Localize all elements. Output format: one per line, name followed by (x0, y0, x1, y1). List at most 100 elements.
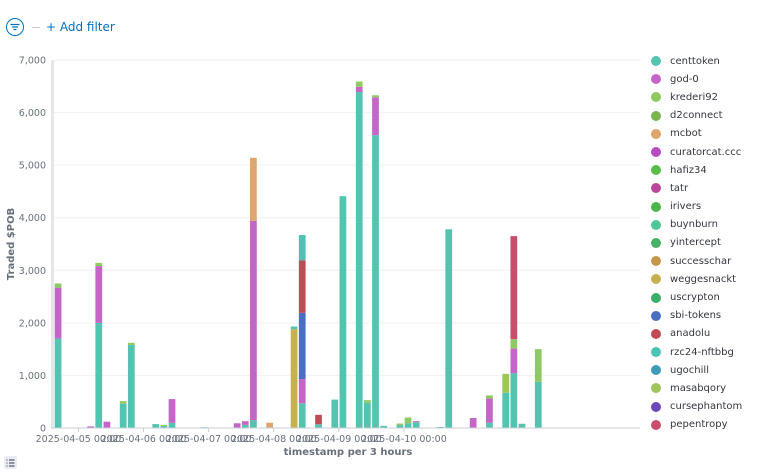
bar-segment-rzc24-nftbbg[interactable] (298, 235, 306, 261)
legend-item[interactable]: god-0 (651, 70, 742, 88)
bar-segment-centtoken[interactable] (363, 402, 371, 428)
legend-item[interactable]: rzc24-nftbbg (651, 343, 742, 361)
legend-label: d2connect (670, 110, 723, 122)
bar-segment-centtoken[interactable] (168, 422, 176, 428)
bar-segment-centtoken[interactable] (355, 92, 363, 428)
bar-segment-centtoken[interactable] (396, 425, 404, 428)
bar-segment-krederi92[interactable] (534, 349, 542, 382)
bar-segment-god-0[interactable] (168, 399, 176, 423)
bar-segment-krederi92[interactable] (95, 262, 103, 267)
bar-segment-god-0[interactable] (87, 426, 94, 428)
x-tick-label: 2025-04-07 00:00 (166, 434, 252, 445)
bar-segment-centtoken[interactable] (372, 135, 379, 428)
bar-segment-centtoken[interactable] (486, 422, 493, 428)
legend: centtoken god-0 krederi92 d2connect mcbot cur… (651, 52, 742, 434)
bar-segment-god-0[interactable] (486, 398, 493, 423)
bar-segment-krederi92[interactable] (396, 423, 404, 426)
legend-item[interactable]: sbi-tokens (651, 307, 742, 325)
bar-segment-krederi92[interactable] (486, 395, 493, 399)
bar-segment-krederi92[interactable] (355, 81, 363, 87)
legend-item[interactable]: hafiz34 (651, 161, 742, 179)
bars (54, 81, 542, 428)
filter-icon[interactable] (6, 18, 24, 36)
bar-segment-god-0[interactable] (241, 421, 249, 425)
bar-segment-centtoken[interactable] (534, 381, 542, 428)
bar-segment-centtoken[interactable] (331, 399, 339, 428)
y-tick-label: 5,000 (19, 161, 46, 172)
bar-segment-krederi92[interactable] (160, 424, 168, 426)
bar-segment-centtoken[interactable] (445, 229, 453, 428)
bar-segment-masabqory[interactable] (502, 373, 510, 393)
legend-toggle-button[interactable] (4, 456, 17, 469)
bar-segment-centtoken[interactable] (339, 196, 347, 428)
bar-segment-god-0[interactable] (412, 421, 420, 423)
bar-segment-god-0[interactable] (372, 97, 379, 136)
legend-item[interactable]: tatr (651, 179, 742, 197)
legend-item[interactable]: anadolu (651, 325, 742, 343)
bar-segment-god-0[interactable] (95, 266, 103, 323)
bar-segment-centtoken[interactable] (152, 424, 160, 428)
legend-color-dot (651, 237, 661, 248)
bar-segment-krederi92[interactable] (119, 401, 127, 404)
legend-item[interactable]: centtoken (651, 52, 742, 70)
bar-segment-centtoken[interactable] (298, 403, 306, 428)
bar-segment-centtoken[interactable] (437, 426, 444, 428)
legend-item[interactable]: weggesnackt (651, 270, 742, 288)
legend-item[interactable]: cursephantom (651, 398, 742, 416)
bar-segment-krederi92[interactable] (404, 417, 412, 424)
bar-segment-pepentropy[interactable] (510, 236, 518, 340)
bar-segment-centtoken[interactable] (160, 425, 168, 428)
bar-segment-mcbot[interactable] (266, 422, 274, 428)
bar-segment-krederi92[interactable] (372, 95, 379, 98)
legend-item[interactable]: irivers (651, 198, 742, 216)
bar-segment-centtoken[interactable] (290, 326, 298, 330)
bar-segment-god-0[interactable] (103, 421, 111, 428)
legend-item[interactable]: curatorcat.ccc (651, 143, 742, 161)
bar-segment-god-0[interactable] (355, 86, 363, 93)
bar-segment-centtoken[interactable] (518, 423, 526, 428)
legend-item[interactable]: d2connect (651, 107, 742, 125)
legend-item[interactable]: successchar (651, 252, 742, 270)
bar-segment-centtoken[interactable] (54, 338, 62, 428)
legend-label: cursephantom (670, 401, 743, 413)
legend-item[interactable]: pepentropy (651, 416, 742, 434)
x-tick-label: 2025-04-09 00:00 (296, 434, 382, 445)
add-filter-button[interactable]: + Add filter (46, 20, 115, 34)
bar-segment-mcbot[interactable] (250, 157, 257, 221)
bar-segment-centtoken[interactable] (412, 422, 420, 428)
legend-item[interactable]: uscrypton (651, 288, 742, 306)
bar-segment-centtoken[interactable] (404, 423, 412, 428)
bar-segment-centtoken[interactable] (315, 424, 322, 428)
bar-segment-god-0[interactable] (298, 379, 306, 404)
bar-segment-centtoken[interactable] (250, 420, 257, 428)
bar-segment-god-0[interactable] (469, 418, 477, 428)
bar-segment-centtoken[interactable] (241, 424, 249, 428)
bar-segment-centtoken[interactable] (380, 425, 387, 428)
bar-segment-centtoken[interactable] (127, 344, 135, 428)
legend-item[interactable]: yintercept (651, 234, 742, 252)
bar-segment-god-0[interactable] (54, 287, 62, 339)
bar-segment-sbi-tokens[interactable] (298, 312, 306, 380)
bar-segment-centtoken[interactable] (95, 322, 103, 428)
bar-segment-krederi92[interactable] (363, 400, 371, 403)
bar-segment-god-0[interactable] (510, 348, 518, 374)
bar-segment-centtoken[interactable] (510, 373, 518, 428)
bar-segment-krederi92[interactable] (127, 342, 135, 345)
bar-segment-krederi92[interactable] (510, 339, 518, 349)
legend-item[interactable]: krederi92 (651, 88, 742, 106)
legend-item[interactable]: masabqory (651, 379, 742, 397)
legend-item[interactable]: buynburn (651, 216, 742, 234)
bar-segment-god-0[interactable] (233, 423, 241, 428)
x-axis-label: timestamp per 3 hours (284, 447, 413, 458)
bar-segment-anadolu[interactable] (298, 260, 306, 313)
bar-segment-centtoken[interactable] (502, 392, 510, 428)
x-tick-label: 2025-04-05 00:00 (36, 434, 122, 445)
bar-segment-weggesnackt[interactable] (290, 329, 298, 428)
legend-color-dot (651, 219, 661, 230)
bar-segment-centtoken[interactable] (119, 403, 127, 428)
bar-segment-krederi92[interactable] (54, 283, 62, 288)
legend-item[interactable]: ugochill (651, 361, 742, 379)
bar-segment-anadolu[interactable] (315, 414, 322, 425)
bar-segment-god-0[interactable] (250, 220, 257, 421)
legend-item[interactable]: mcbot (651, 125, 742, 143)
